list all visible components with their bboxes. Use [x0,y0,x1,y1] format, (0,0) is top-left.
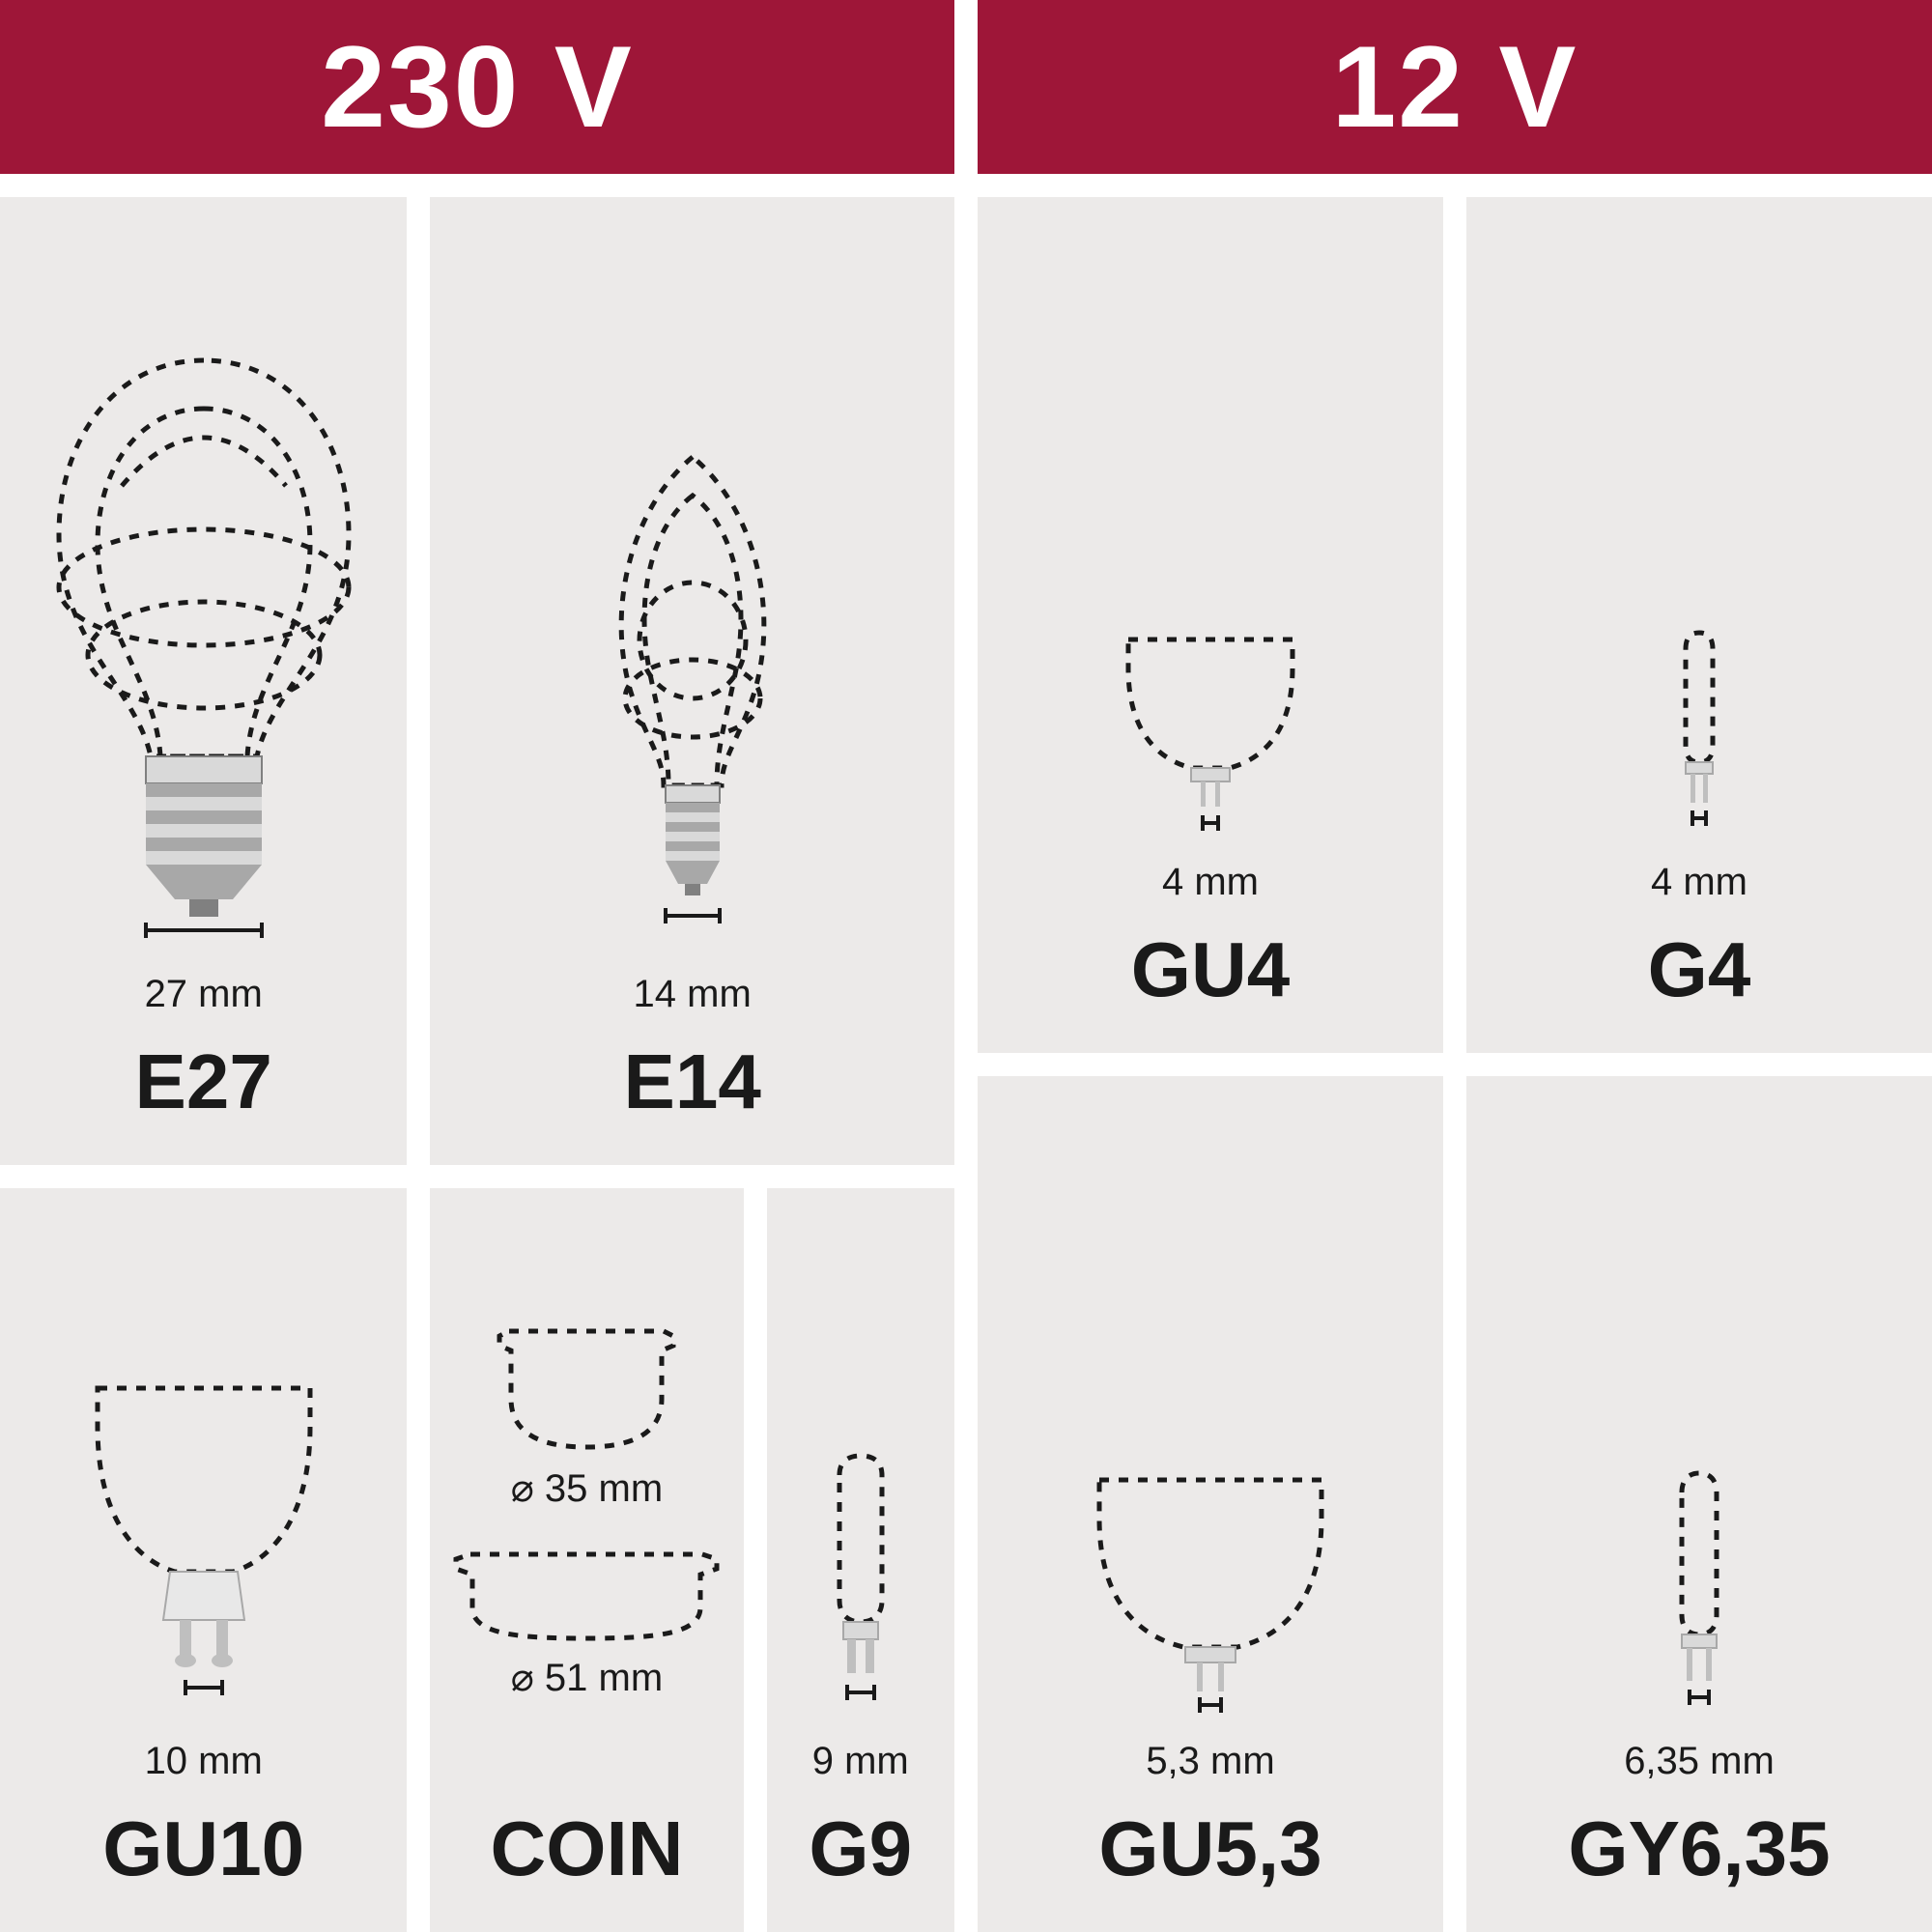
bulb-g4 [1476,226,1922,847]
bulb-gu4 [987,226,1434,847]
dim-e14: 14 mm [634,973,752,1016]
name-gu53: GU5,3 [1098,1804,1321,1893]
dim-coin-51: ⌀ 51 mm [511,1656,663,1700]
cell-gu10: 10 mm GU10 [0,1188,407,1932]
bulb-gu10 [10,1217,397,1726]
header-12v: 12 V [978,0,1932,174]
cell-e14: 14 mm E14 [430,197,954,1165]
name-coin: COIN [490,1804,683,1893]
dim-gy635: 6,35 mm [1624,1740,1775,1783]
name-g4: G4 [1648,925,1751,1014]
dim-gu10: 10 mm [145,1740,263,1783]
cell-g4: 4 mm G4 [1466,197,1932,1053]
dim-gu53: 5,3 mm [1146,1740,1274,1783]
dim-g4: 4 mm [1651,861,1747,904]
cell-coin: ⌀ 35 mm ⌀ 51 mm COIN [430,1188,743,1932]
bulb-gy635 [1476,1105,1922,1726]
cell-gu4: 4 mm GU4 [978,197,1443,1053]
dim-g9: 9 mm [812,1740,909,1783]
bulb-gu53 [987,1105,1434,1726]
dim-gu4: 4 mm [1162,861,1259,904]
bulb-g9 [777,1217,945,1726]
bulb-coin: ⌀ 35 mm ⌀ 51 mm [440,1217,733,1804]
name-gu10: GU10 [102,1804,304,1893]
name-gu4: GU4 [1131,925,1291,1014]
panel-12v: 12 V 4 mm [978,0,1932,1932]
name-e27: E27 [135,1037,272,1126]
coin-51: ⌀ 51 mm [441,1540,731,1700]
cell-gu53: 5,3 mm GU5,3 [978,1076,1443,1932]
cell-e27: 27 mm E27 [0,197,407,1165]
cell-g9: 9 mm G9 [767,1188,954,1932]
name-gy635: GY6,35 [1568,1804,1830,1893]
name-g9: G9 [809,1804,912,1893]
dim-e27: 27 mm [145,973,263,1016]
header-12v-title: 12 V [1332,20,1578,154]
dim-coin-35: ⌀ 35 mm [511,1466,663,1511]
bulb-e14 [440,226,945,959]
header-230v-title: 230 V [321,20,634,154]
grid-230v: 27 mm E27 [0,197,954,1932]
coin-35: ⌀ 35 mm [480,1312,693,1511]
bulb-e27 [10,226,397,959]
name-e14: E14 [624,1037,761,1126]
grid-12v: 4 mm GU4 4 [978,197,1932,1932]
cell-gy635: 6,35 mm GY6,35 [1466,1076,1932,1932]
header-230v: 230 V [0,0,954,174]
panel-230v: 230 V [0,0,954,1932]
